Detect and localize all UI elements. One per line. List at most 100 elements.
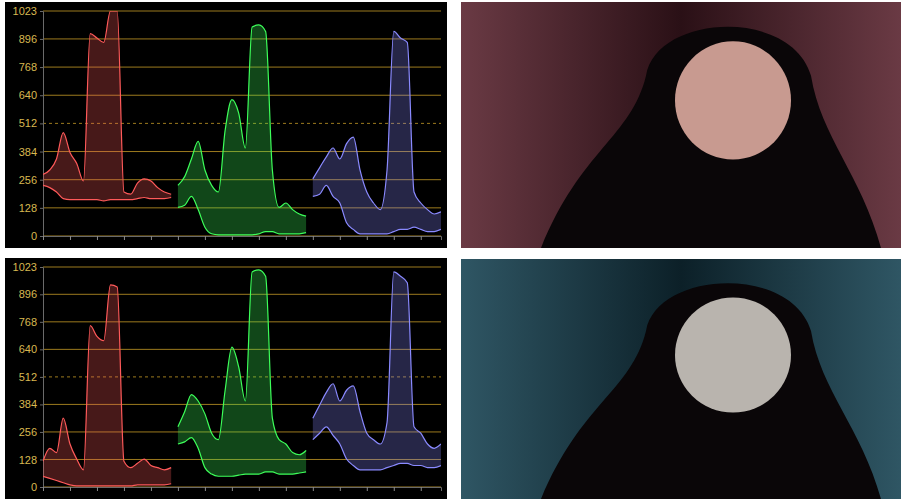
waveform-area (178, 270, 306, 476)
x-tick (340, 487, 341, 491)
y-tick: 512 (19, 117, 43, 129)
y-tick-label: 640 (19, 343, 37, 355)
y-tick: 1023 (13, 5, 43, 17)
x-tick (43, 236, 44, 240)
x-tick (394, 236, 395, 240)
y-tick-label: 896 (19, 33, 37, 45)
grid-line (43, 267, 441, 268)
x-tick-mark (205, 487, 206, 491)
x-tick-mark (421, 236, 422, 240)
x-axis (44, 236, 442, 240)
x-tick (313, 236, 314, 240)
y-tick-mark (40, 459, 43, 460)
waveform-upper (43, 11, 171, 194)
x-tick (394, 487, 395, 491)
waveform-upper (178, 270, 306, 455)
x-tick (43, 487, 44, 491)
panel-background (5, 2, 447, 248)
grid-line (43, 321, 441, 322)
photo-background (461, 2, 901, 248)
x-tick (340, 236, 341, 240)
x-tick-mark (286, 236, 287, 240)
waveform-area (43, 11, 171, 201)
marks (43, 11, 441, 235)
x-tick-mark (178, 487, 179, 491)
grid (43, 267, 441, 487)
x-tick (367, 487, 368, 491)
x-tick (286, 487, 287, 491)
y-tick-mark (40, 236, 43, 237)
x-tick-mark (259, 236, 260, 240)
y-tick-mark (40, 377, 43, 378)
y-tick-mark (40, 267, 43, 268)
x-tick (151, 487, 152, 491)
y-tick: 768 (19, 316, 43, 328)
waveform-lower (43, 185, 171, 200)
waveform-panel: 01282563845126407688961023 (5, 2, 447, 248)
y-tick-label: 128 (19, 453, 37, 465)
y-tick-mark (40, 322, 43, 323)
waveform-area (313, 31, 441, 233)
y-tick-mark (40, 294, 43, 295)
x-tick (232, 236, 233, 240)
figure-silhouette (541, 27, 881, 248)
waveform-area (178, 25, 306, 235)
x-tick-mark (43, 487, 44, 491)
panel-background (5, 258, 447, 499)
x-tick (421, 236, 422, 240)
y-tick-mark (40, 67, 43, 68)
y-tick-label: 256 (19, 426, 37, 438)
x-tick-mark (394, 236, 395, 240)
marks (43, 270, 441, 486)
face (675, 297, 791, 412)
waveform-lower (178, 438, 306, 477)
photo-background (461, 259, 901, 499)
y-tick: 768 (19, 61, 43, 73)
x-tick-mark (70, 487, 71, 491)
x-tick-mark (70, 236, 71, 240)
y-tick: 256 (19, 174, 43, 186)
x-tick-mark (97, 236, 98, 240)
x-tick-mark (232, 487, 233, 491)
grid-line (43, 294, 441, 295)
x-tick-mark (313, 236, 314, 240)
x-tick-mark (232, 236, 233, 240)
x-tick (97, 487, 98, 491)
y-tick-mark (40, 95, 43, 96)
waveform-upper (313, 31, 441, 214)
x-tick-mark (205, 236, 206, 240)
x-tick (178, 236, 179, 240)
y-axis: 01282563845126407688961023 (13, 261, 44, 493)
waveform-lower (313, 185, 441, 233)
waveform-upper (178, 25, 306, 216)
x-axis (44, 487, 442, 491)
x-tick-mark (178, 236, 179, 240)
y-tick-label: 384 (19, 398, 37, 410)
y-tick-label: 512 (19, 117, 37, 129)
x-tick (124, 236, 125, 240)
x-tick-mark (259, 487, 260, 491)
y-tick: 896 (19, 33, 43, 45)
grid-line (43, 11, 441, 12)
y-axis-line (40, 12, 44, 237)
x-tick-mark (97, 487, 98, 491)
waveform-area (313, 272, 441, 470)
y-tick-label: 384 (19, 146, 37, 158)
y-axis-line (40, 268, 44, 488)
y-tick-mark (40, 404, 43, 405)
x-tick (70, 487, 71, 491)
figure-silhouette (541, 283, 881, 499)
y-tick-mark (40, 432, 43, 433)
x-tick-mark (340, 487, 341, 491)
y-tick: 0 (31, 481, 43, 493)
x-tick-mark (151, 487, 152, 491)
waveform-upper (43, 285, 171, 470)
x-tick-mark (367, 487, 368, 491)
y-tick: 896 (19, 288, 43, 300)
y-tick-label: 768 (19, 316, 37, 328)
photo (461, 259, 901, 499)
x-tick (421, 487, 422, 491)
y-tick-mark (40, 487, 43, 488)
grid (43, 11, 441, 236)
x-tick (232, 487, 233, 491)
